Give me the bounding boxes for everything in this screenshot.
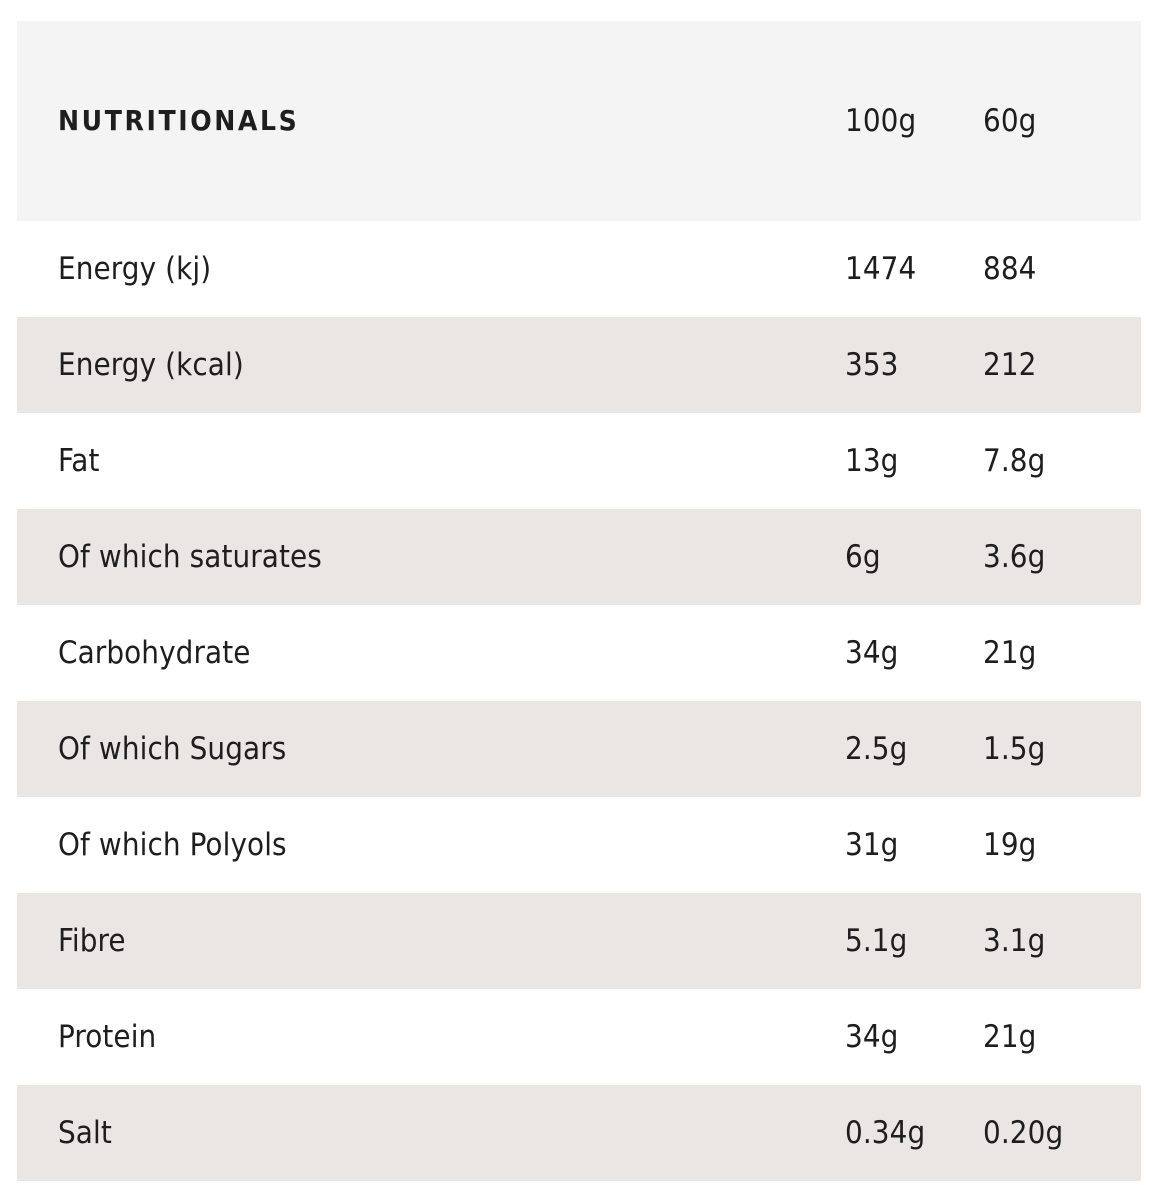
- row-value-60g: 3.6g: [983, 538, 1046, 575]
- column-header-60g: 60g: [983, 102, 1037, 139]
- column-header-100g: 100g: [845, 102, 917, 139]
- row-label: Of which saturates: [58, 538, 322, 575]
- column-header-nutritionals: NUTRITIONALS: [58, 103, 300, 137]
- row-value-100g: 1474: [845, 250, 917, 287]
- row-value-100g: 31g: [845, 826, 899, 863]
- row-value-100g: 0.34g: [845, 1114, 926, 1151]
- row-value-60g: 19g: [983, 826, 1037, 863]
- row-value-60g: 7.8g: [983, 442, 1046, 479]
- table-row: Energy (kj) 1474 884: [17, 221, 1141, 317]
- row-value-100g: 5.1g: [845, 922, 908, 959]
- row-label: Of which Polyols: [58, 826, 287, 863]
- row-value-60g: 1.5g: [983, 730, 1046, 767]
- table-row: Protein 34g 21g: [17, 989, 1141, 1085]
- table-row: Of which Polyols 31g 19g: [17, 797, 1141, 893]
- table-row: Carbohydrate 34g 21g: [17, 605, 1141, 701]
- row-label: Protein: [58, 1018, 157, 1055]
- row-value-60g: 21g: [983, 634, 1037, 671]
- row-value-60g: 212: [983, 346, 1037, 383]
- row-value-60g: 0.20g: [983, 1114, 1064, 1151]
- row-label: Carbohydrate: [58, 634, 251, 671]
- row-label: Energy (kj): [58, 250, 212, 287]
- table-row: Of which saturates 6g 3.6g: [17, 509, 1141, 605]
- row-label: Energy (kcal): [58, 346, 244, 383]
- row-value-60g: 21g: [983, 1018, 1037, 1055]
- row-label: Salt: [58, 1114, 112, 1151]
- row-value-100g: 34g: [845, 1018, 899, 1055]
- row-value-60g: 3.1g: [983, 922, 1046, 959]
- table-row: Energy (kcal) 353 212: [17, 317, 1141, 413]
- row-value-100g: 2.5g: [845, 730, 908, 767]
- row-value-100g: 34g: [845, 634, 899, 671]
- row-value-100g: 6g: [845, 538, 881, 575]
- table-row: Of which Sugars 2.5g 1.5g: [17, 701, 1141, 797]
- table-row: Fibre 5.1g 3.1g: [17, 893, 1141, 989]
- nutritionals-table: NUTRITIONALS 100g 60g Energy (kj) 1474 8…: [17, 21, 1141, 1181]
- row-label: Of which Sugars: [58, 730, 287, 767]
- row-label: Fibre: [58, 922, 126, 959]
- row-label: Fat: [58, 442, 100, 479]
- table-header-row: NUTRITIONALS 100g 60g: [17, 21, 1141, 221]
- row-value-100g: 353: [845, 346, 899, 383]
- table-row: Fat 13g 7.8g: [17, 413, 1141, 509]
- row-value-100g: 13g: [845, 442, 899, 479]
- row-value-60g: 884: [983, 250, 1037, 287]
- table-row: Salt 0.34g 0.20g: [17, 1085, 1141, 1181]
